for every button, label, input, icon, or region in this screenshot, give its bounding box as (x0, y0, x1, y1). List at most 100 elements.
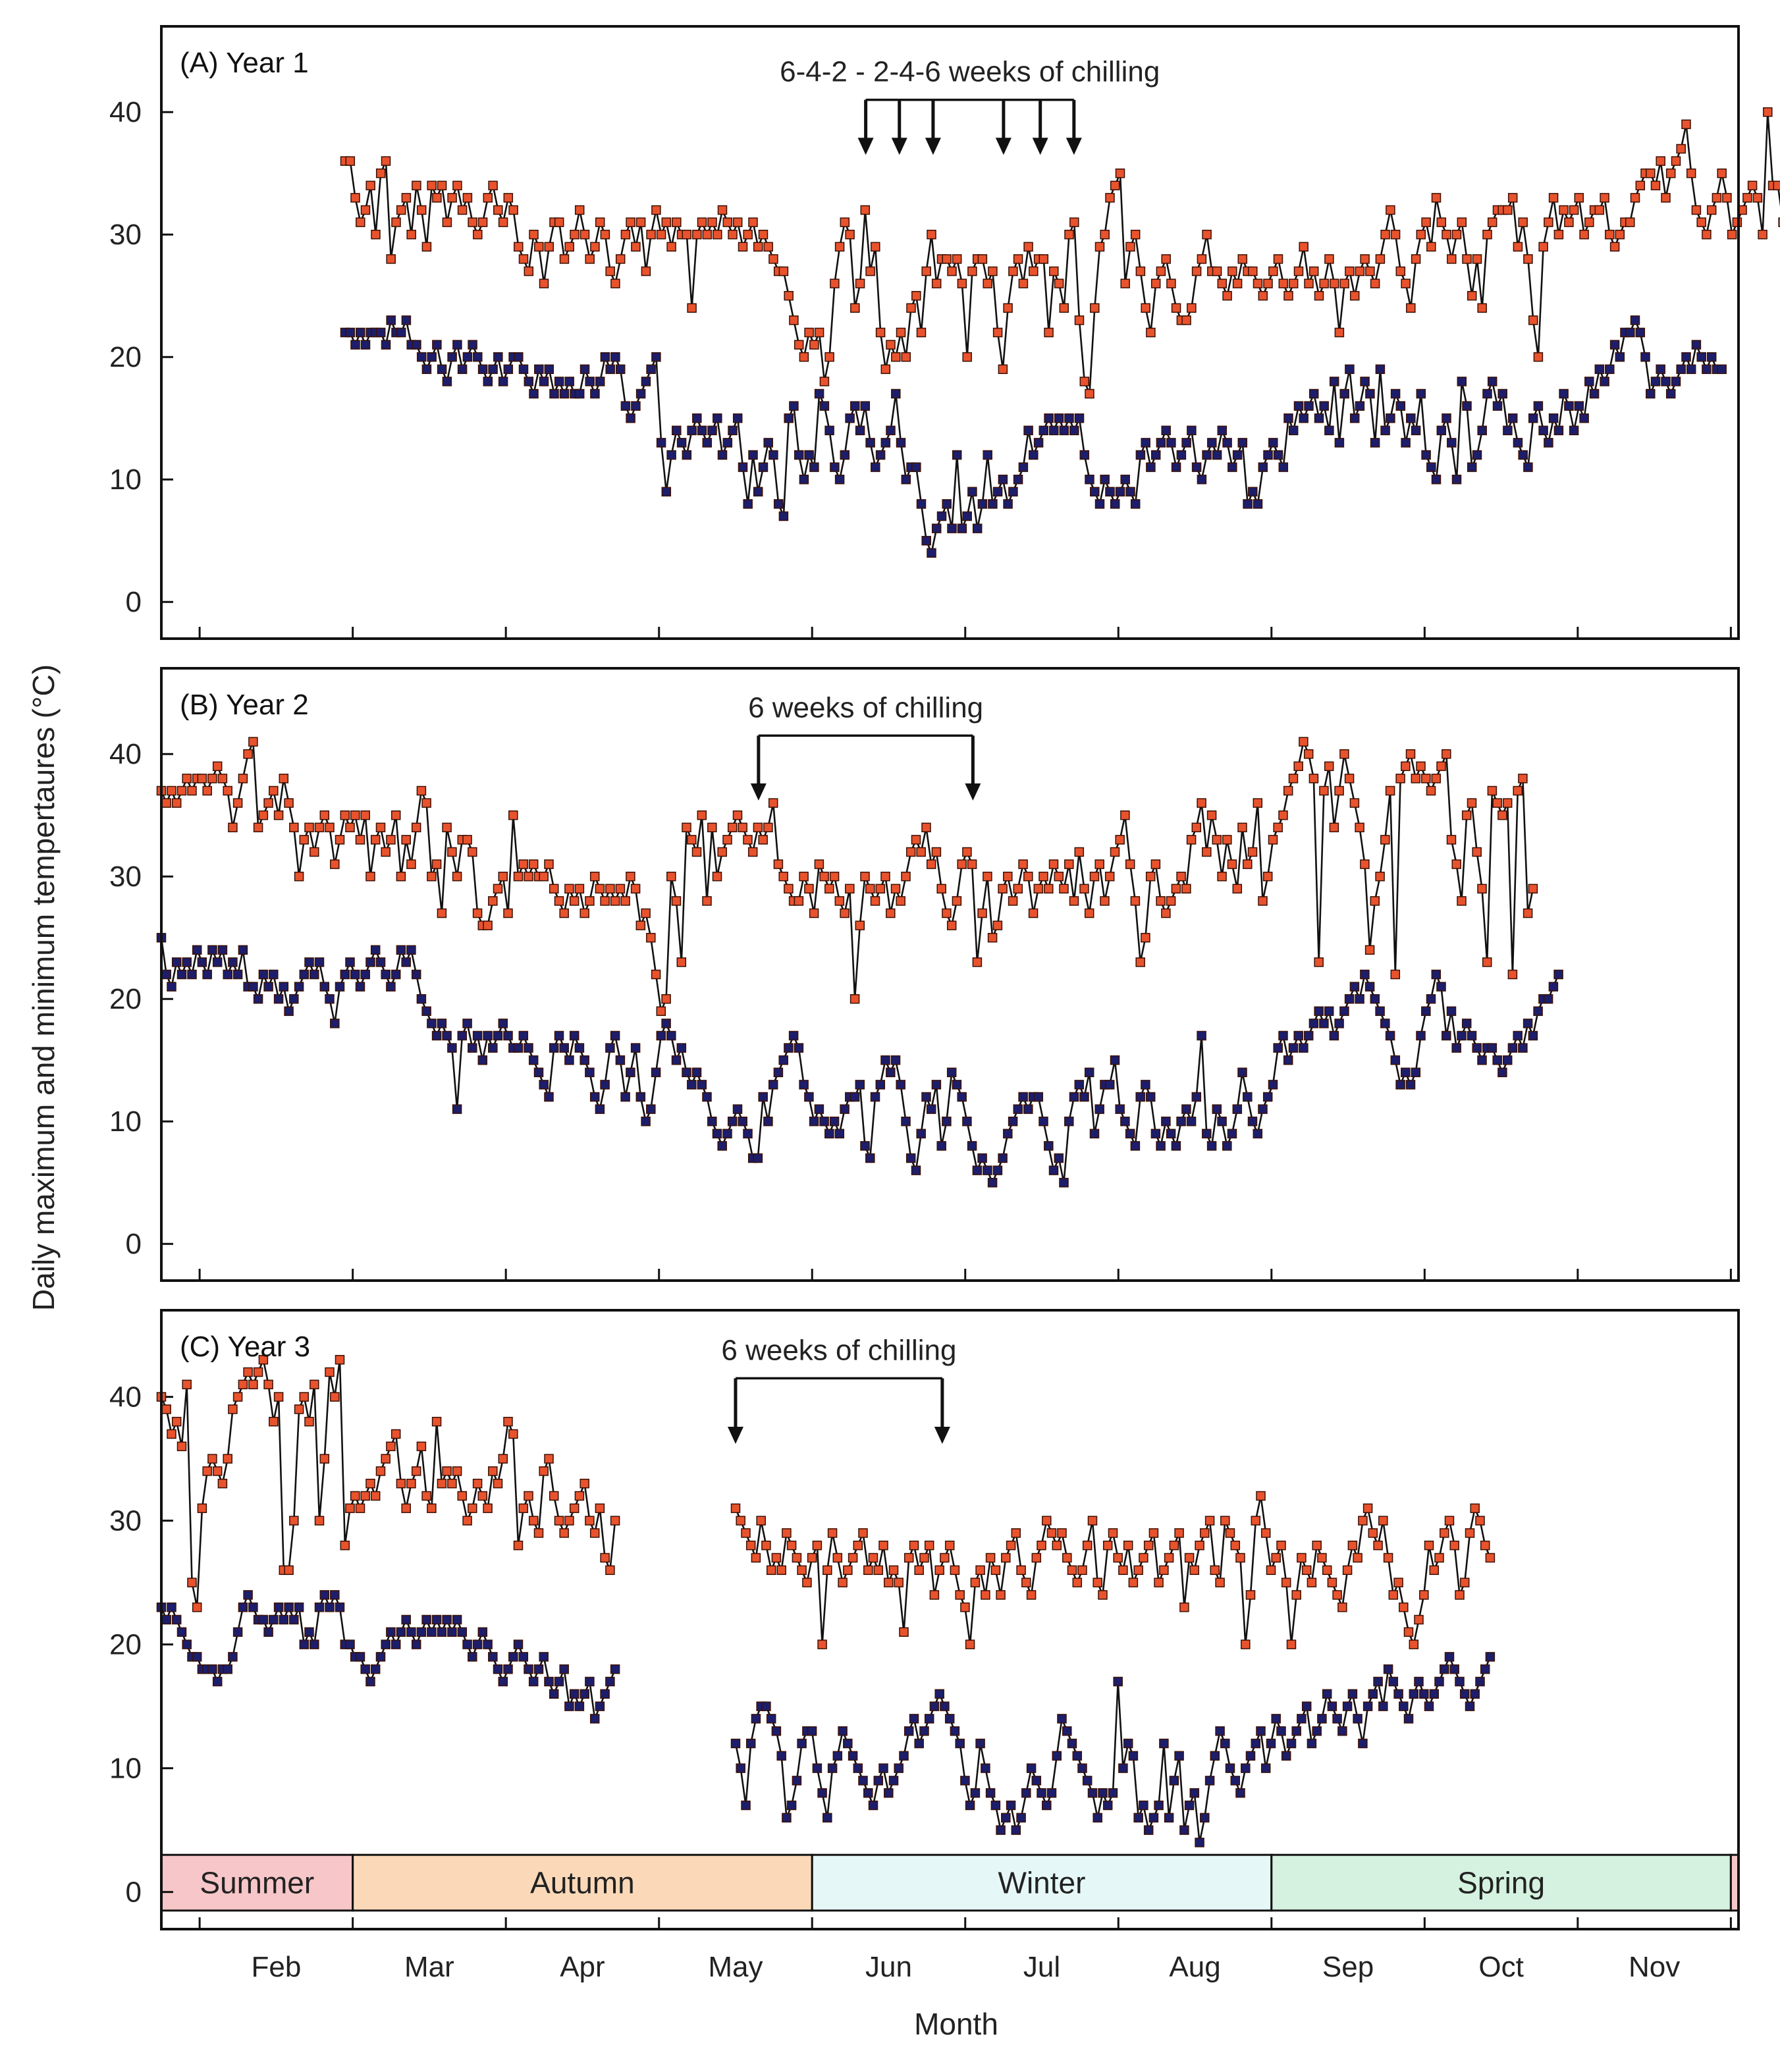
min-temp-point (493, 1664, 503, 1674)
min-temp-point (676, 1043, 687, 1053)
max-temp-point (946, 920, 957, 930)
min-temp-point (1368, 1689, 1378, 1699)
plot-frame (160, 25, 1740, 640)
min-temp-point (350, 340, 360, 350)
min-temp-point (335, 982, 345, 992)
min-temp-point (416, 352, 427, 362)
max-temp-point (1319, 279, 1329, 288)
max-temp-point (732, 810, 743, 820)
max-temp-point (544, 242, 554, 252)
max-temp-point (1262, 871, 1273, 882)
max-temp-point (468, 847, 477, 857)
min-temp-point (786, 1800, 797, 1811)
max-temp-point (197, 774, 207, 784)
max-temp-point (824, 884, 834, 894)
max-temp-point (814, 327, 824, 338)
min-temp-point (730, 1738, 741, 1749)
max-temp-point (1544, 217, 1553, 227)
max-temp-point (905, 847, 916, 857)
min-temp-point (1364, 982, 1375, 992)
min-temp-point (834, 474, 845, 485)
max-temp-point (493, 884, 503, 894)
min-temp-point (753, 1153, 763, 1163)
min-temp-point (687, 1080, 697, 1090)
max-temp-point (977, 254, 988, 264)
max-temp-point (758, 835, 768, 845)
max-temp-point (1189, 1565, 1200, 1576)
max-temp-point (1215, 1578, 1225, 1587)
max-temp-point (1533, 352, 1544, 362)
min-temp-point (743, 499, 753, 509)
max-temp-point (1013, 884, 1023, 894)
max-temp-point (1308, 266, 1319, 277)
min-temp-point (192, 945, 202, 955)
max-temp-point (855, 920, 865, 930)
max-temp-point (1752, 193, 1763, 203)
max-temp-point (615, 254, 626, 264)
min-temp-point (406, 945, 416, 955)
min-temp-point (483, 1030, 493, 1041)
min-temp-point (1079, 1092, 1089, 1102)
min-temp-point (1360, 377, 1370, 386)
min-temp-point (1243, 499, 1253, 509)
max-temp-point (1154, 1578, 1164, 1587)
min-temp-point (248, 982, 258, 992)
min-temp-point (1113, 1676, 1123, 1687)
max-temp-point (985, 1553, 996, 1563)
max-temp-point (960, 1602, 970, 1612)
max-temp-point (1421, 774, 1431, 784)
max-temp-point (391, 217, 401, 227)
max-temp-point (1332, 1590, 1342, 1600)
max-temp-point (1569, 205, 1579, 215)
min-temp-point (401, 1614, 411, 1625)
min-temp-point (1245, 1751, 1256, 1761)
min-temp-point (370, 945, 381, 955)
min-temp-point (1380, 425, 1390, 436)
max-temp-point (483, 920, 493, 930)
min-temp-point (855, 425, 865, 436)
max-temp-point (1523, 254, 1533, 264)
max-temp-point (641, 266, 651, 277)
min-temp-point (1069, 425, 1079, 436)
max-temp-point (1150, 859, 1161, 869)
min-temp-point (996, 1825, 1006, 1835)
max-temp-point (732, 217, 743, 227)
min-temp-point (447, 1627, 457, 1637)
min-temp-point (524, 1664, 533, 1674)
min-temp-point (1455, 1676, 1465, 1687)
min-temp-point (1615, 352, 1625, 362)
max-temp-point (1470, 1503, 1480, 1514)
max-temp-point (942, 908, 952, 918)
min-temp-point (1492, 401, 1503, 411)
min-temp-point (1337, 1726, 1347, 1736)
max-temp-point (1187, 303, 1197, 313)
max-temp-point (1037, 1540, 1046, 1551)
max-temp-point (391, 1429, 401, 1439)
max-temp-point (1145, 871, 1156, 882)
min-temp-point (1023, 425, 1033, 436)
min-temp-point (1038, 425, 1049, 436)
min-temp-point (1202, 450, 1212, 460)
min-temp-point (1018, 462, 1029, 472)
max-temp-point (401, 193, 412, 203)
max-temp-point (279, 774, 289, 784)
panel-title: (C) Year 3 (180, 1331, 310, 1363)
max-temp-point (1069, 217, 1079, 227)
min-temp-point (585, 377, 595, 386)
max-temp-point (1225, 1528, 1235, 1538)
max-temp-point (1355, 266, 1365, 277)
max-temp-point (1278, 279, 1289, 288)
min-temp-point (1120, 1116, 1130, 1127)
max-temp-point (1742, 193, 1752, 203)
min-temp-point (289, 994, 299, 1004)
min-temp-point (473, 352, 483, 362)
max-temp-point (865, 884, 875, 894)
max-temp-point (1191, 822, 1202, 833)
min-temp-point (1135, 450, 1146, 460)
max-temp-point (457, 1491, 468, 1501)
max-temp-point (940, 1553, 950, 1563)
min-temp-point (207, 945, 217, 955)
max-temp-point (1108, 1528, 1118, 1538)
max-temp-point (965, 1639, 975, 1649)
min-temp-point (1179, 1825, 1189, 1835)
